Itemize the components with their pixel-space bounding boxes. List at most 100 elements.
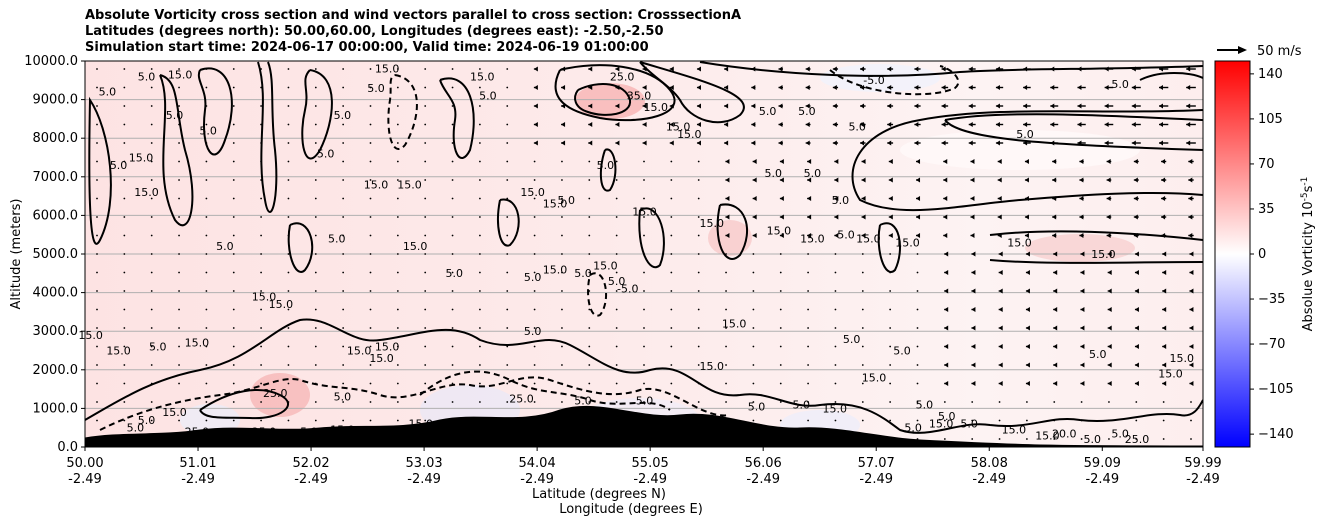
- wind-vector-head: [943, 159, 948, 164]
- wind-vector: [1080, 419, 1083, 422]
- wind-vector-head: [832, 103, 837, 109]
- wind-vector: [752, 290, 755, 292]
- contour-label: 15.0: [1158, 368, 1183, 381]
- y-tick-label: 8000.0: [33, 131, 79, 146]
- wind-vector: [779, 438, 782, 440]
- wind-vector: [369, 160, 372, 163]
- wind-vector: [96, 123, 98, 126]
- wind-vector: [834, 401, 837, 403]
- wind-vector-head: [1052, 233, 1057, 238]
- wind-vector: [342, 105, 345, 107]
- wind-vector: [834, 327, 837, 329]
- wind-vector: [533, 327, 536, 329]
- contour-label: 5.0: [1111, 78, 1129, 91]
- wind-vector: [779, 382, 782, 385]
- wind-vector-head: [615, 140, 620, 146]
- x-tick-label-lat: 52.02: [292, 456, 329, 471]
- wind-vector: [861, 290, 864, 292]
- wind-vector-head: [1133, 196, 1138, 201]
- wind-vector: [314, 345, 317, 348]
- wind-vector: [342, 290, 345, 292]
- contour-label: 15.0: [543, 263, 568, 276]
- wind-vector: [396, 308, 399, 311]
- wind-vector-head: [1131, 122, 1136, 127]
- wind-vector-head: [916, 196, 921, 201]
- wind-vector-head: [1162, 381, 1167, 386]
- wind-vector-head: [805, 122, 810, 127]
- wind-vector-head: [1050, 122, 1055, 127]
- wind-vector-head: [1186, 140, 1191, 146]
- wind-vector: [150, 438, 153, 440]
- wind-vector: [287, 253, 290, 255]
- wind-vector-head: [615, 66, 620, 72]
- contour-label: 5.0: [759, 105, 777, 118]
- wind-vector: [779, 308, 782, 311]
- wind-vector: [314, 253, 317, 255]
- wind-vector-head: [1188, 177, 1193, 183]
- wind-vector: [123, 438, 126, 440]
- contour-label: 5.0: [138, 414, 156, 427]
- wind-vector: [178, 86, 180, 89]
- wind-vector: [369, 308, 372, 311]
- wind-vector-head: [1053, 288, 1058, 294]
- wind-vector-head: [533, 122, 538, 127]
- wind-vector: [889, 308, 892, 311]
- wind-vector: [424, 290, 427, 292]
- wind-vector: [779, 419, 782, 422]
- wind-vector: [287, 308, 290, 311]
- wind-vector: [1162, 401, 1165, 403]
- wind-vector: [451, 216, 454, 218]
- wind-vector-head: [1158, 85, 1163, 90]
- wind-vector: [260, 308, 262, 311]
- wind-vector: [123, 419, 126, 422]
- wind-vector: [861, 419, 864, 422]
- contour-label: 5.0: [636, 395, 654, 408]
- wind-vector-head: [1104, 85, 1109, 90]
- y-tick-label: 10000.0: [24, 54, 78, 69]
- wind-vector: [506, 123, 509, 126]
- wind-vector: [752, 438, 755, 440]
- wind-vector: [205, 438, 208, 440]
- wind-vector: [725, 271, 727, 274]
- wind-vector: [1108, 419, 1110, 422]
- wind-vector: [150, 364, 153, 366]
- wind-vector: [916, 401, 919, 403]
- wind-vector-head: [1186, 66, 1191, 72]
- wind-vector: [588, 234, 591, 237]
- y-axis: 0.0 1000.0 2000.0 3000.0 4000.0 5000.0 6000.0 7…: [24, 54, 85, 455]
- wind-vector: [205, 197, 208, 200]
- wind-vector: [697, 419, 700, 422]
- wind-vector: [1026, 419, 1028, 422]
- wind-vector-head: [941, 103, 946, 109]
- wind-vector: [424, 105, 427, 107]
- wind-vector: [998, 419, 1001, 422]
- wind-vector: [479, 86, 481, 89]
- contour-label: 15.0: [677, 128, 702, 141]
- wind-vector: [615, 160, 618, 163]
- x-axis: 50.00-2.4951.01-2.4952.02-2.4953.03-2.49…: [66, 447, 1222, 487]
- wind-vector: [697, 290, 700, 292]
- wind-vector: [260, 401, 262, 403]
- wind-vector: [287, 123, 290, 126]
- wind-vector: [232, 197, 235, 200]
- wind-vector-head: [834, 159, 839, 164]
- wind-vector: [396, 327, 399, 329]
- wind-vector-head: [778, 85, 783, 90]
- wind-vector: [889, 382, 892, 385]
- wind-vector: [96, 160, 98, 163]
- contour-label: 25.0: [610, 70, 635, 83]
- wind-vector: [96, 271, 98, 274]
- wind-vector-head: [1134, 344, 1139, 349]
- wind-vector-head: [1188, 159, 1193, 164]
- contour-label: 15.0: [699, 360, 724, 373]
- wind-vector-head: [807, 214, 812, 220]
- wind-vector: [643, 401, 645, 403]
- wind-vector-head: [1162, 362, 1167, 368]
- y-tick-label: 6000.0: [33, 208, 79, 223]
- wind-vector-head: [971, 325, 976, 331]
- colorbar: 140 105 70 35 0 −35 −70 −105 −140 Absolue Vortic…: [1214, 60, 1316, 448]
- wind-vector: [506, 216, 509, 218]
- wind-vector-head: [615, 85, 620, 90]
- wind-vector-head: [724, 140, 729, 146]
- wind-vector-head: [1162, 251, 1167, 257]
